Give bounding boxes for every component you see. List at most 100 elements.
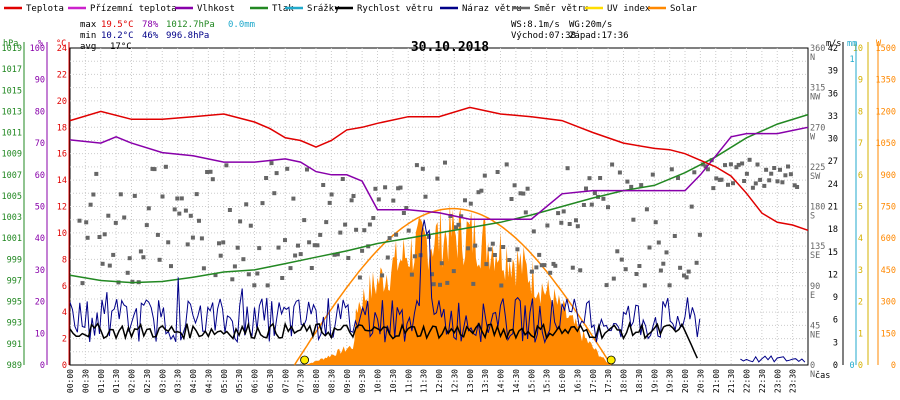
- wind-dir-point-252: [775, 179, 780, 184]
- uv-axis-tick-3: 3: [858, 266, 863, 276]
- wind-dir-point-118: [404, 206, 409, 210]
- wind-dir-point-210: [658, 268, 663, 273]
- x-tick-19: 09:30: [358, 369, 367, 393]
- wind-dir-point-208: [653, 220, 658, 225]
- wind-dir-point-16: [122, 215, 127, 220]
- wind-dir-point-81: [302, 218, 307, 223]
- wind-dir-point-148: [487, 247, 492, 252]
- wind-dir-point-29: [157, 257, 162, 262]
- wind-dir-point-258: [792, 183, 797, 188]
- wind-dir-point-223: [694, 260, 699, 265]
- dir-axis-tick-7: 315: [810, 84, 825, 94]
- x-tick-47: 23:30: [789, 369, 798, 393]
- pct-axis-tick-5: 50: [35, 203, 45, 213]
- ms-axis-tick-8: 24: [828, 180, 838, 190]
- wind-dir-point-136: [454, 225, 458, 230]
- dir-axis-lbl-8: N: [810, 53, 815, 63]
- uv-axis-tick-9: 9: [858, 76, 863, 86]
- hpa-axis-tick-0: 989: [7, 361, 22, 371]
- wind-dir-point-155: [507, 258, 512, 262]
- temp-unit: °C: [56, 39, 66, 49]
- wind-dir-point-254: [780, 180, 785, 185]
- wind-dir-point-48: [210, 177, 215, 182]
- wind-dir-point-237: [734, 165, 739, 170]
- wind-dir-point-61: [246, 272, 251, 277]
- x-tick-33: 16:30: [573, 369, 582, 393]
- stats-block: max 19.5°C 78% 1012.7hPa 0.0mm min 10.2°C 46% 99…: [80, 20, 629, 52]
- legend-label-1: Přízemní teplota: [90, 4, 177, 14]
- wind-dir-point-58: [238, 219, 243, 224]
- wind-dir-point-144: [476, 190, 481, 195]
- wind-dir-point-117: [401, 211, 406, 215]
- wind-dir-point-256: [786, 164, 790, 169]
- wind-dir-point-18: [127, 256, 132, 261]
- x-tick-24: 12:00: [435, 369, 444, 393]
- temp-axis-tick-10: 20: [57, 97, 67, 107]
- wind-dir-point-41: [190, 235, 195, 240]
- wind-dir-point-129: [435, 176, 440, 181]
- wind-dir-point-128: [431, 282, 436, 287]
- wind-dir-point-197: [623, 267, 628, 272]
- x-tick-18: 09:00: [343, 369, 352, 393]
- x-tick-27: 13:30: [481, 369, 490, 393]
- wind-dir-point-54: [227, 208, 232, 212]
- wind-dir-point-50: [217, 241, 221, 246]
- wind-dir-point-36: [177, 211, 182, 216]
- temp-axis-tick-2: 4: [62, 308, 67, 318]
- wind-dir-point-152: [499, 283, 504, 288]
- humidity-line: [69, 126, 809, 220]
- wind-dir-point-57: [235, 245, 240, 250]
- ms-axis-tick-0: 0: [833, 361, 838, 371]
- hpa-axis-tick-1: 991: [7, 340, 22, 350]
- wind-dir-point-34: [172, 207, 177, 212]
- wind-dir-point-242: [747, 157, 752, 162]
- wind-dir-point-13: [113, 220, 118, 225]
- ms-axis-tick-5: 15: [828, 248, 838, 258]
- uv-axis-tick-7: 7: [858, 139, 863, 149]
- wind-dir-point-112: [387, 236, 392, 241]
- wind-dir-point-98: [349, 198, 354, 203]
- wind-dir-point-234: [726, 182, 730, 187]
- wind-dir-point-124: [420, 166, 425, 171]
- legend-label-3: Tlak: [272, 4, 294, 14]
- wind-dir-point-211: [661, 261, 666, 266]
- dir-axis-lbl-3: SE: [810, 251, 820, 261]
- dir-axis-tick-5: 225: [810, 163, 825, 173]
- wind-dir-point-110: [383, 185, 388, 190]
- dir-axis-lbl-2: E: [810, 291, 815, 301]
- wind-dir-point-253: [778, 167, 782, 172]
- dir-axis-tick-1: 45: [810, 321, 820, 331]
- x-tick-14: 07:00: [281, 369, 290, 393]
- wind-dir-point-255: [783, 173, 788, 178]
- stat-max-press: 1012.7hPa: [166, 20, 215, 30]
- stat-min-label: min: [80, 31, 96, 41]
- ms-axis-tick-14: 42: [828, 44, 838, 54]
- wind-dir-point-115: [396, 186, 401, 191]
- wind-dir-point-22: [138, 249, 143, 254]
- hpa-axis-tick-14: 1017: [2, 65, 22, 75]
- wind-dir-point-200: [631, 217, 636, 222]
- w-axis-tick-8: 1200: [876, 107, 896, 117]
- pct-unit: %: [38, 39, 43, 49]
- ms-axis-tick-7: 21: [828, 203, 838, 213]
- x-tick-13: 06:30: [266, 369, 275, 393]
- dir-axis-lbl-7: NW: [810, 93, 821, 103]
- wind-dir-point-205: [644, 207, 649, 212]
- pct-axis-tick-10: 100: [30, 44, 45, 54]
- wind-dir-point-235: [728, 162, 733, 167]
- wind-dir-point-140: [466, 246, 471, 251]
- wind-dir-point-244: [753, 181, 758, 186]
- wind-dir-point-79: [296, 243, 300, 248]
- temp-axis-tick-0: 0: [62, 361, 67, 371]
- uv-axis-tick-8: 8: [858, 107, 863, 117]
- w-axis-tick-4: 600: [881, 234, 896, 244]
- x-tick-38: 19:00: [650, 369, 659, 393]
- wind-dir-point-204: [642, 283, 647, 288]
- pct-axis-tick-0: 0: [40, 361, 45, 371]
- x-tick-40: 20:00: [681, 369, 690, 393]
- legend-label-8: UV index: [607, 4, 651, 14]
- x-tick-7: 03:30: [174, 369, 183, 393]
- hpa-axis-tick-15: 1019: [2, 44, 22, 54]
- wind-dir-point-178: [570, 265, 575, 270]
- pct-axis-tick-6: 60: [35, 171, 45, 181]
